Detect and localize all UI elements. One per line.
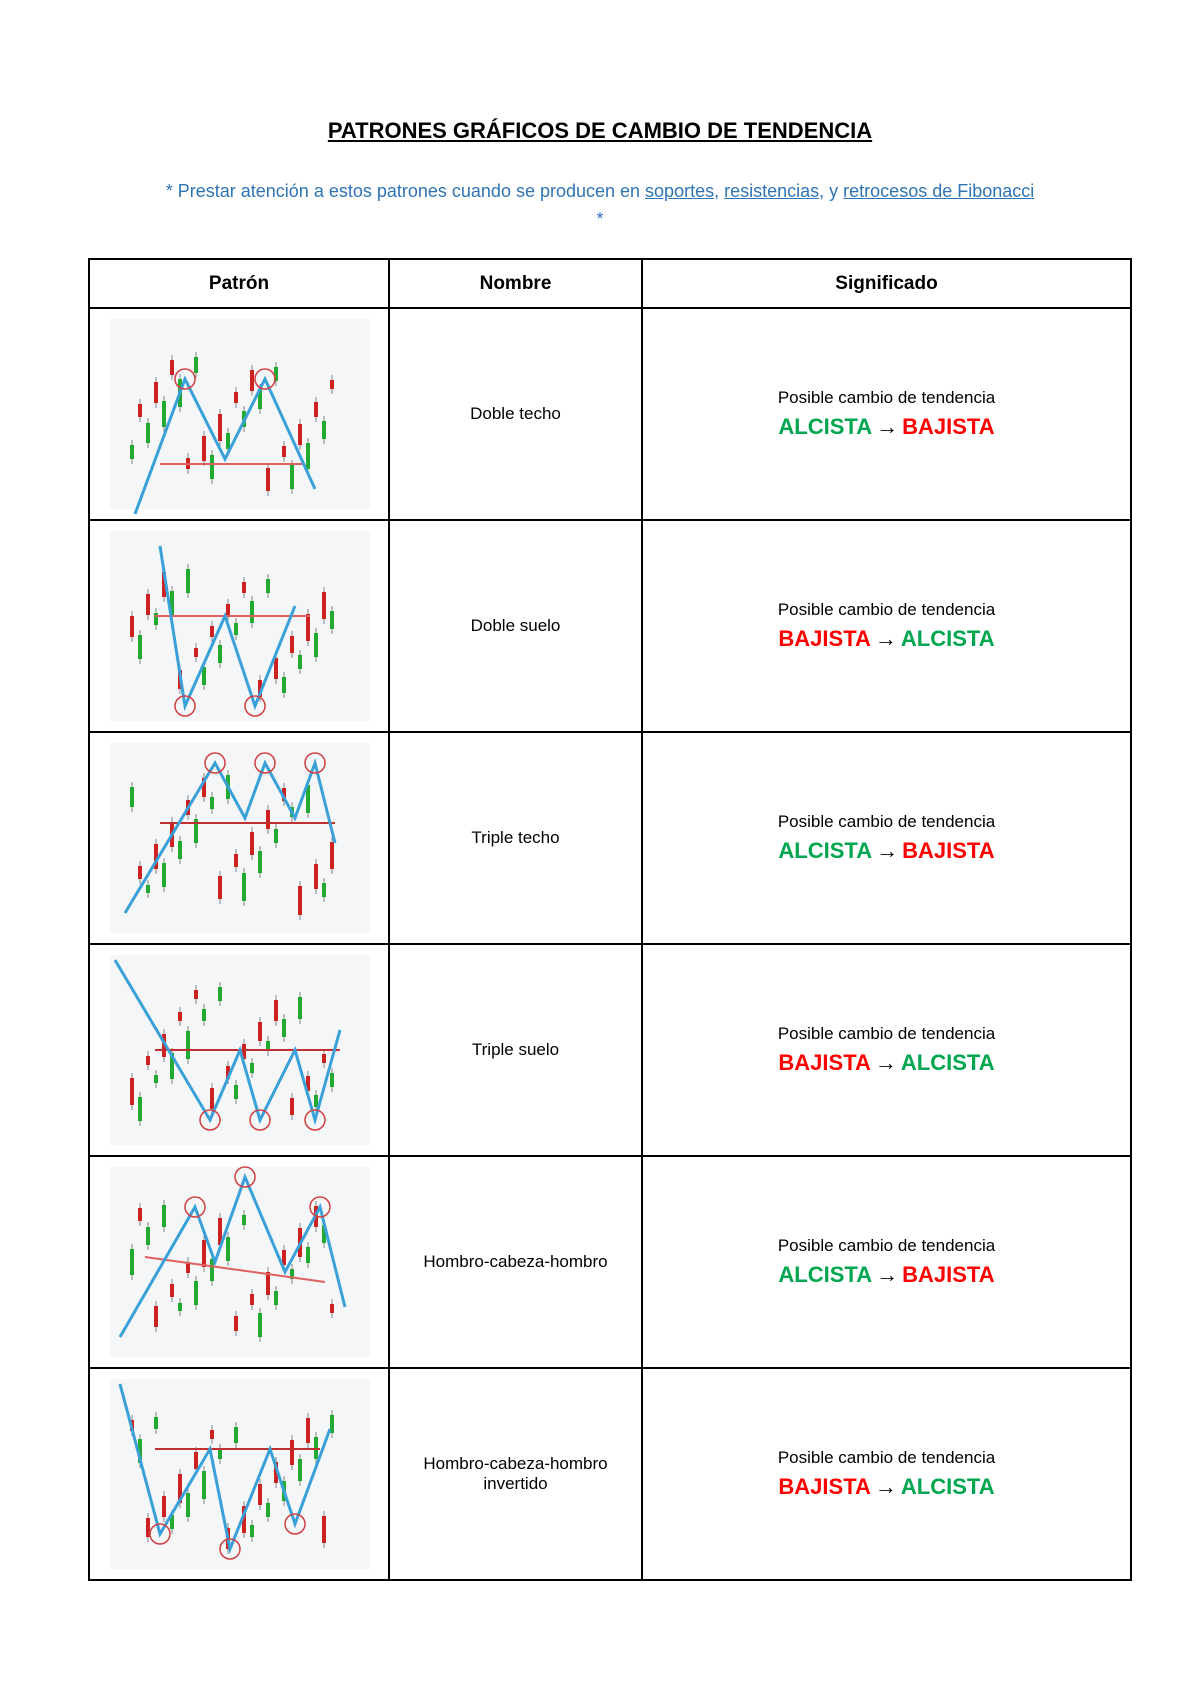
link-soportes[interactable]: soportes <box>645 181 715 201</box>
pattern-name: Hombro-cabeza-hombro <box>423 1454 608 1473</box>
meaning-text: Posible cambio de tendencia <box>777 600 996 619</box>
pattern-name-cell: Triple techo <box>388 731 643 945</box>
note-prefix: * Prestar atención a estos patrones cuan… <box>165 181 646 201</box>
pattern-name-line2: invertido <box>483 1474 548 1493</box>
note-suffix: * <box>596 209 604 229</box>
meaning-text: Posible cambio de tendencia <box>777 388 996 407</box>
trend-to: BAJISTA <box>902 1262 995 1287</box>
pattern-image-cell <box>88 307 390 521</box>
meaning-text: Posible cambio de tendencia <box>777 1024 996 1043</box>
trend-from: ALCISTA <box>778 414 873 439</box>
trend-change: BAJISTA → ALCISTA <box>643 1474 1130 1500</box>
trend-change: ALCISTA → BAJISTA <box>643 838 1130 864</box>
pattern-name-cell: Doble techo <box>388 307 643 521</box>
pattern-name: Triple techo <box>471 828 560 847</box>
trend-to: ALCISTA <box>900 1474 995 1499</box>
pattern-name: Triple suelo <box>471 1040 560 1059</box>
pattern-name-cell: Triple suelo <box>388 943 643 1157</box>
trend-change: BAJISTA → ALCISTA <box>643 626 1130 652</box>
trend-from: BAJISTA <box>778 1050 871 1075</box>
meaning-text: Posible cambio de tendencia <box>777 1448 996 1467</box>
double-top-chart-icon <box>110 319 370 515</box>
trend-to: ALCISTA <box>900 1050 995 1075</box>
trend-from: ALCISTA <box>778 1262 873 1287</box>
pattern-meaning-cell: Posible cambio de tendencia BAJISTA → ALCIS… <box>641 519 1132 733</box>
table-row: Triple techo Posible cambio de tendencia A… <box>88 731 1132 945</box>
trend-to: BAJISTA <box>902 838 995 863</box>
table-row: Doble suelo Posible cambio de tendencia BA… <box>88 519 1132 733</box>
head-and-shoulders-chart-icon <box>110 1166 370 1357</box>
trend-change: ALCISTA → BAJISTA <box>643 1262 1130 1288</box>
pattern-name-cell: Doble suelo <box>388 519 643 733</box>
table-header-row: Patrón Nombre Significado <box>88 258 1132 309</box>
link-retrocesos-fibonacci[interactable]: retrocesos de Fibonacci <box>843 181 1035 201</box>
arrow-right-icon: → <box>874 1474 897 1499</box>
patterns-table: Patrón Nombre Significado Doble techo Pos… <box>88 258 1132 1581</box>
pattern-name: Hombro-cabeza-hombro <box>423 1252 608 1271</box>
header-nombre: Nombre <box>388 258 643 309</box>
pattern-meaning-cell: Posible cambio de tendencia BAJISTA → ALCIS… <box>641 1367 1132 1581</box>
arrow-right-icon: → <box>876 414 899 439</box>
pattern-meaning-cell: Posible cambio de tendencia ALCISTA → BAJIS… <box>641 731 1132 945</box>
attention-note: * Prestar atención a estos patrones cuan… <box>160 177 1040 233</box>
pattern-name-cell: Hombro-cabeza-hombro invertido <box>388 1367 643 1581</box>
inverse-head-and-shoulders-chart-icon <box>110 1379 370 1569</box>
pattern-meaning-cell: Posible cambio de tendencia ALCISTA → BAJIS… <box>641 307 1132 521</box>
pattern-name: Doble suelo <box>470 616 561 635</box>
table-row: Triple suelo Posible cambio de tendencia B… <box>88 943 1132 1157</box>
table-row: Doble techo Posible cambio de tendencia AL… <box>88 307 1132 521</box>
arrow-right-icon: → <box>876 1262 899 1287</box>
page-title: PATRONES GRÁFICOS DE CAMBIO DE TENDENCIA <box>327 118 873 143</box>
arrow-right-icon: → <box>876 838 899 863</box>
arrow-right-icon: → <box>874 626 897 651</box>
meaning-text: Posible cambio de tendencia <box>777 812 996 831</box>
pattern-name-cell: Hombro-cabeza-hombro <box>388 1155 643 1369</box>
arrow-right-icon: → <box>874 1050 897 1075</box>
pattern-image-cell <box>88 519 390 733</box>
pattern-image-cell <box>88 1155 390 1369</box>
double-bottom-chart-icon <box>110 531 370 721</box>
triple-top-chart-icon <box>110 743 370 933</box>
note-sep2: , y <box>819 181 844 201</box>
table-row: Hombro-cabeza-hombro Posible cambio de te… <box>88 1155 1132 1369</box>
table-row: Hombro-cabeza-hombro invertido Posible cam… <box>88 1367 1132 1581</box>
trend-change: BAJISTA → ALCISTA <box>643 1050 1130 1076</box>
triple-bottom-chart-icon <box>110 955 370 1145</box>
pattern-image-cell <box>88 943 390 1157</box>
trend-to: BAJISTA <box>902 414 995 439</box>
pattern-image-cell <box>88 731 390 945</box>
link-resistencias[interactable]: resistencias <box>724 181 820 201</box>
pattern-meaning-cell: Posible cambio de tendencia BAJISTA → ALCIS… <box>641 943 1132 1157</box>
trend-from: BAJISTA <box>778 626 871 651</box>
meaning-text: Posible cambio de tendencia <box>777 1236 996 1255</box>
trend-from: BAJISTA <box>778 1474 871 1499</box>
pattern-name: Doble techo <box>470 404 561 423</box>
note-sep1: , <box>714 181 725 201</box>
trend-change: ALCISTA → BAJISTA <box>643 414 1130 440</box>
pattern-meaning-cell: Posible cambio de tendencia ALCISTA → BAJIS… <box>641 1155 1132 1369</box>
header-patron: Patrón <box>88 258 390 309</box>
header-significado: Significado <box>641 258 1132 309</box>
trend-to: ALCISTA <box>900 626 995 651</box>
pattern-image-cell <box>88 1367 390 1581</box>
trend-from: ALCISTA <box>778 838 873 863</box>
